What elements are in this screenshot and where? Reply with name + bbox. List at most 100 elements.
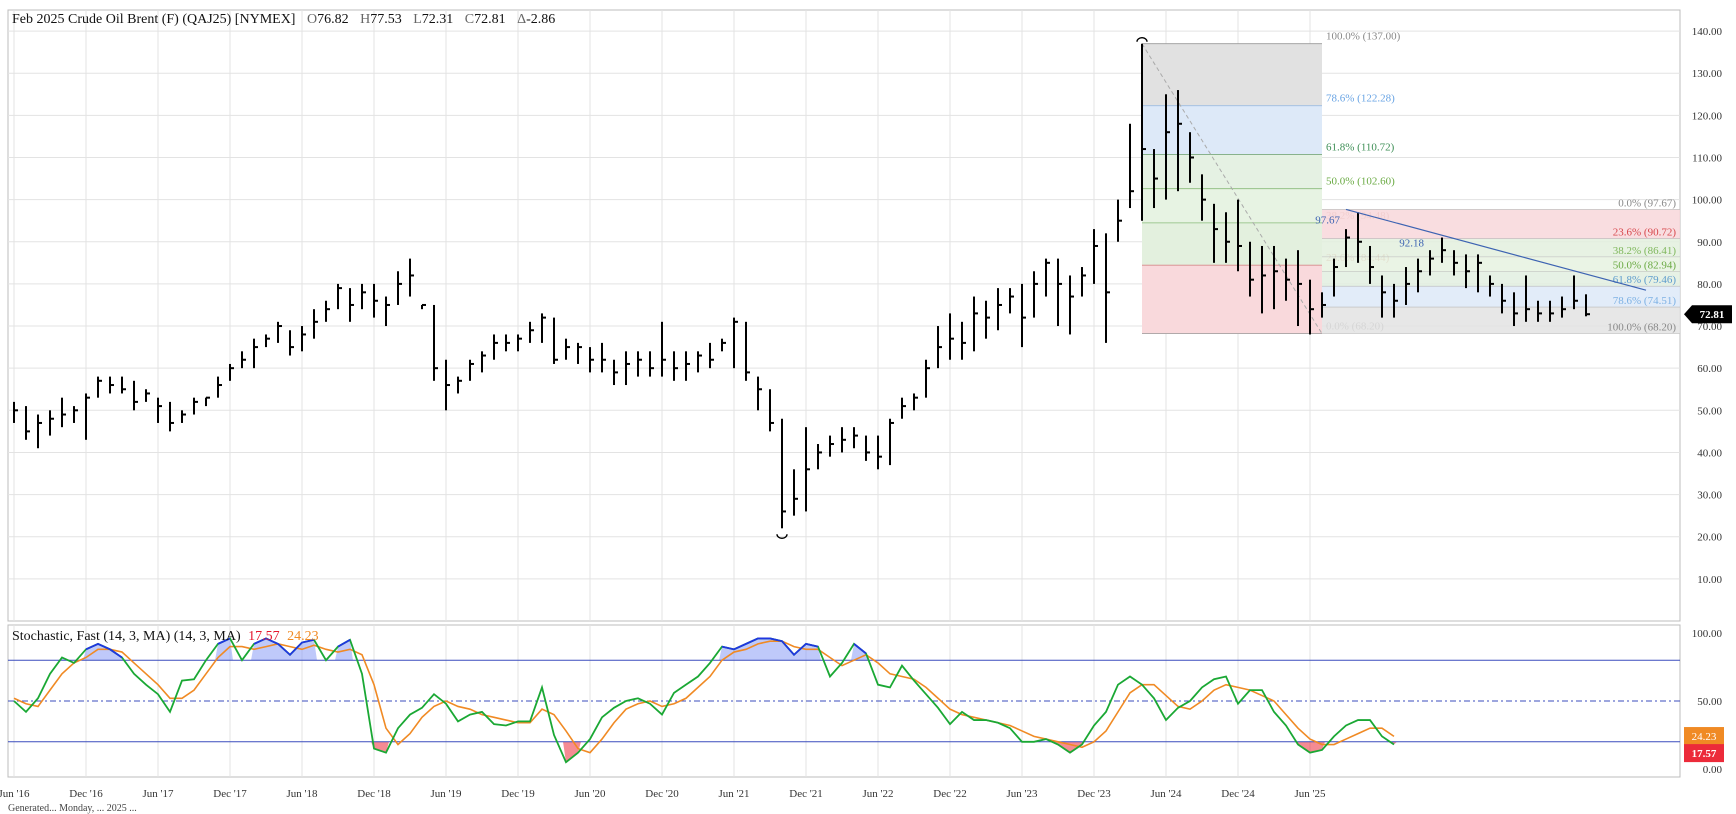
x-tick-label: Jun '16: [0, 788, 30, 800]
fib-upper-label: 100.0% (137.00): [1326, 31, 1401, 43]
x-tick-label: Jun '18: [286, 788, 318, 800]
x-tick-label: Jun '22: [862, 788, 893, 800]
fib-upper-zone: [1142, 43, 1322, 106]
fib-lower-label: 0.0% (97.67): [1618, 197, 1676, 209]
x-tick-label: Jun '25: [1294, 788, 1326, 800]
open-key: O: [306, 12, 318, 27]
fib-upper-zone: [1142, 188, 1322, 223]
change-value: -2.86: [526, 12, 556, 27]
fib-upper-zone: [1142, 265, 1322, 334]
fib-upper-zone: [1142, 105, 1322, 155]
y-tick-label: 40.00: [1697, 447, 1722, 459]
close-value: 72.81: [474, 12, 506, 27]
fib-lower-zone: [1322, 209, 1680, 239]
y-tick-label: 90.00: [1697, 237, 1722, 249]
x-tick-label: Dec '24: [1221, 788, 1255, 800]
x-tick-label: Dec '20: [645, 788, 679, 800]
fib-upper-label: 61.8% (110.72): [1326, 141, 1395, 153]
overbought-fill: [83, 643, 125, 661]
y-tick-label: 100.00: [1692, 195, 1723, 207]
stochastic-k-overbought-segment: [253, 637, 315, 657]
y-tick-label: 80.00: [1697, 279, 1722, 291]
x-tick-label: Jun '19: [430, 788, 462, 800]
chart-header: Feb 2025 Crude Oil Brent (F) (QAJ25) [NY…: [12, 12, 555, 28]
low-value: 72.31: [421, 12, 454, 27]
x-tick-label: Dec '21: [789, 788, 822, 800]
x-tick-label: Dec '19: [501, 788, 535, 800]
y-tick-label: 70.00: [1697, 321, 1722, 333]
fib-lower-label: 23.6% (90.72): [1613, 227, 1677, 239]
y-tick-label: 120.00: [1692, 110, 1723, 122]
stoch-y-label: 0.00: [1703, 764, 1723, 776]
high-key: H: [360, 12, 371, 27]
x-tick-label: Jun '20: [574, 788, 606, 800]
pivot-label: 92.18: [1399, 238, 1424, 250]
price-bars: [13, 43, 1590, 529]
stoch-k-tag-bg: [1684, 744, 1724, 763]
fib-lower-zone: [1322, 256, 1680, 272]
stochastic-d-value: 24.23: [287, 629, 319, 644]
pivot-label: 97.67: [1315, 214, 1340, 226]
x-tick-label: Dec '22: [933, 788, 966, 800]
open-value: 76.82: [317, 12, 349, 27]
axes-layer: 140.00 130.00 120.00 110.00 100.00 90.00 80.00…: [0, 26, 1723, 800]
low-key: L: [413, 12, 422, 27]
stochastic-layer: 24.23 17.57: [8, 637, 1724, 764]
fib-upper-label: 78.6% (122.28): [1326, 93, 1395, 105]
fib-diagonal: [1141, 43, 1323, 334]
high-marker: [1136, 37, 1148, 42]
fib-lower-label: 50.0% (82.94): [1613, 260, 1677, 272]
y-tick-label: 140.00: [1692, 26, 1723, 38]
oversold-fill: [1055, 741, 1085, 753]
change-key: Δ: [517, 12, 527, 27]
stochastic-k-overbought-segment: [85, 642, 123, 659]
low-marker: [776, 534, 788, 539]
symbol-title: Feb 2025 Crude Oil Brent (F) (QAJ25) [NY…: [12, 12, 296, 27]
x-tick-label: Dec '16: [69, 788, 103, 800]
stochastic-k-overbought-segment: [721, 637, 819, 657]
close-key: C: [464, 12, 475, 27]
grid-layer: [8, 10, 1680, 777]
overbought-fill: [719, 638, 821, 661]
last-price-tag: 72.81: [1700, 309, 1725, 321]
last-price-tag-bg: [1684, 305, 1732, 324]
y-tick-label: 50.00: [1697, 405, 1722, 417]
stochastic-k-overbought-segment: [853, 643, 867, 655]
high-value: 77.53: [370, 12, 402, 27]
y-tick-label: 60.00: [1697, 363, 1722, 375]
y-tick-label: 130.00: [1692, 68, 1723, 80]
fibonacci-layer: 100.0% (137.00) 78.6% (122.28) 61.8% (110.…: [1141, 31, 1680, 335]
stochastic-k-overbought-segment: [217, 637, 231, 645]
fib-lower-label: 38.2% (86.41): [1613, 245, 1677, 257]
fib-lower-label: 61.8% (79.46): [1613, 274, 1677, 286]
x-tick-label: Jun '23: [1006, 788, 1038, 800]
stochastic-k-value: 17.57: [248, 629, 280, 644]
oversold-fill: [1295, 741, 1325, 753]
x-tick-label: Jun '24: [1150, 788, 1182, 800]
stoch-d-tag: 24.23: [1692, 731, 1717, 743]
stochastic-label: Stochastic, Fast (14, 3, MA): [12, 629, 171, 644]
annotations-layer: 97.67 92.18 72.81: [776, 37, 1732, 539]
x-tick-label: Dec '23: [1077, 788, 1111, 800]
background-layer: [7, 9, 1681, 778]
stoch-y-label: 50.00: [1697, 696, 1722, 708]
stochastic-d-line: [13, 640, 1395, 754]
fib-upper-zone: [1142, 222, 1322, 266]
stochastic-header: Stochastic, Fast (14, 3, MA) (14, 3, MA)…: [12, 629, 319, 645]
x-tick-label: Jun '21: [718, 788, 749, 800]
fib-upper-label: 50.0% (102.60): [1326, 176, 1395, 188]
stoch-y-label: 100.00: [1692, 628, 1723, 640]
x-tick-label: Jun '17: [142, 788, 174, 800]
oversold-fill: [371, 741, 389, 753]
fib-lower-label: 78.6% (74.51): [1613, 295, 1677, 307]
trendline: [1345, 208, 1647, 291]
x-tick-label: Dec '18: [357, 788, 391, 800]
y-tick-label: 30.00: [1697, 490, 1722, 502]
stoch-k-tag: 17.57: [1692, 748, 1717, 760]
footer-note: Generated... Monday, ... 2025 ...: [8, 803, 137, 814]
y-tick-label: 10.00: [1697, 574, 1722, 586]
stochastic-k-line: [13, 637, 1395, 764]
stochastic-params: (14, 3, MA): [173, 629, 241, 644]
fib-lower-zone: [1322, 238, 1680, 257]
